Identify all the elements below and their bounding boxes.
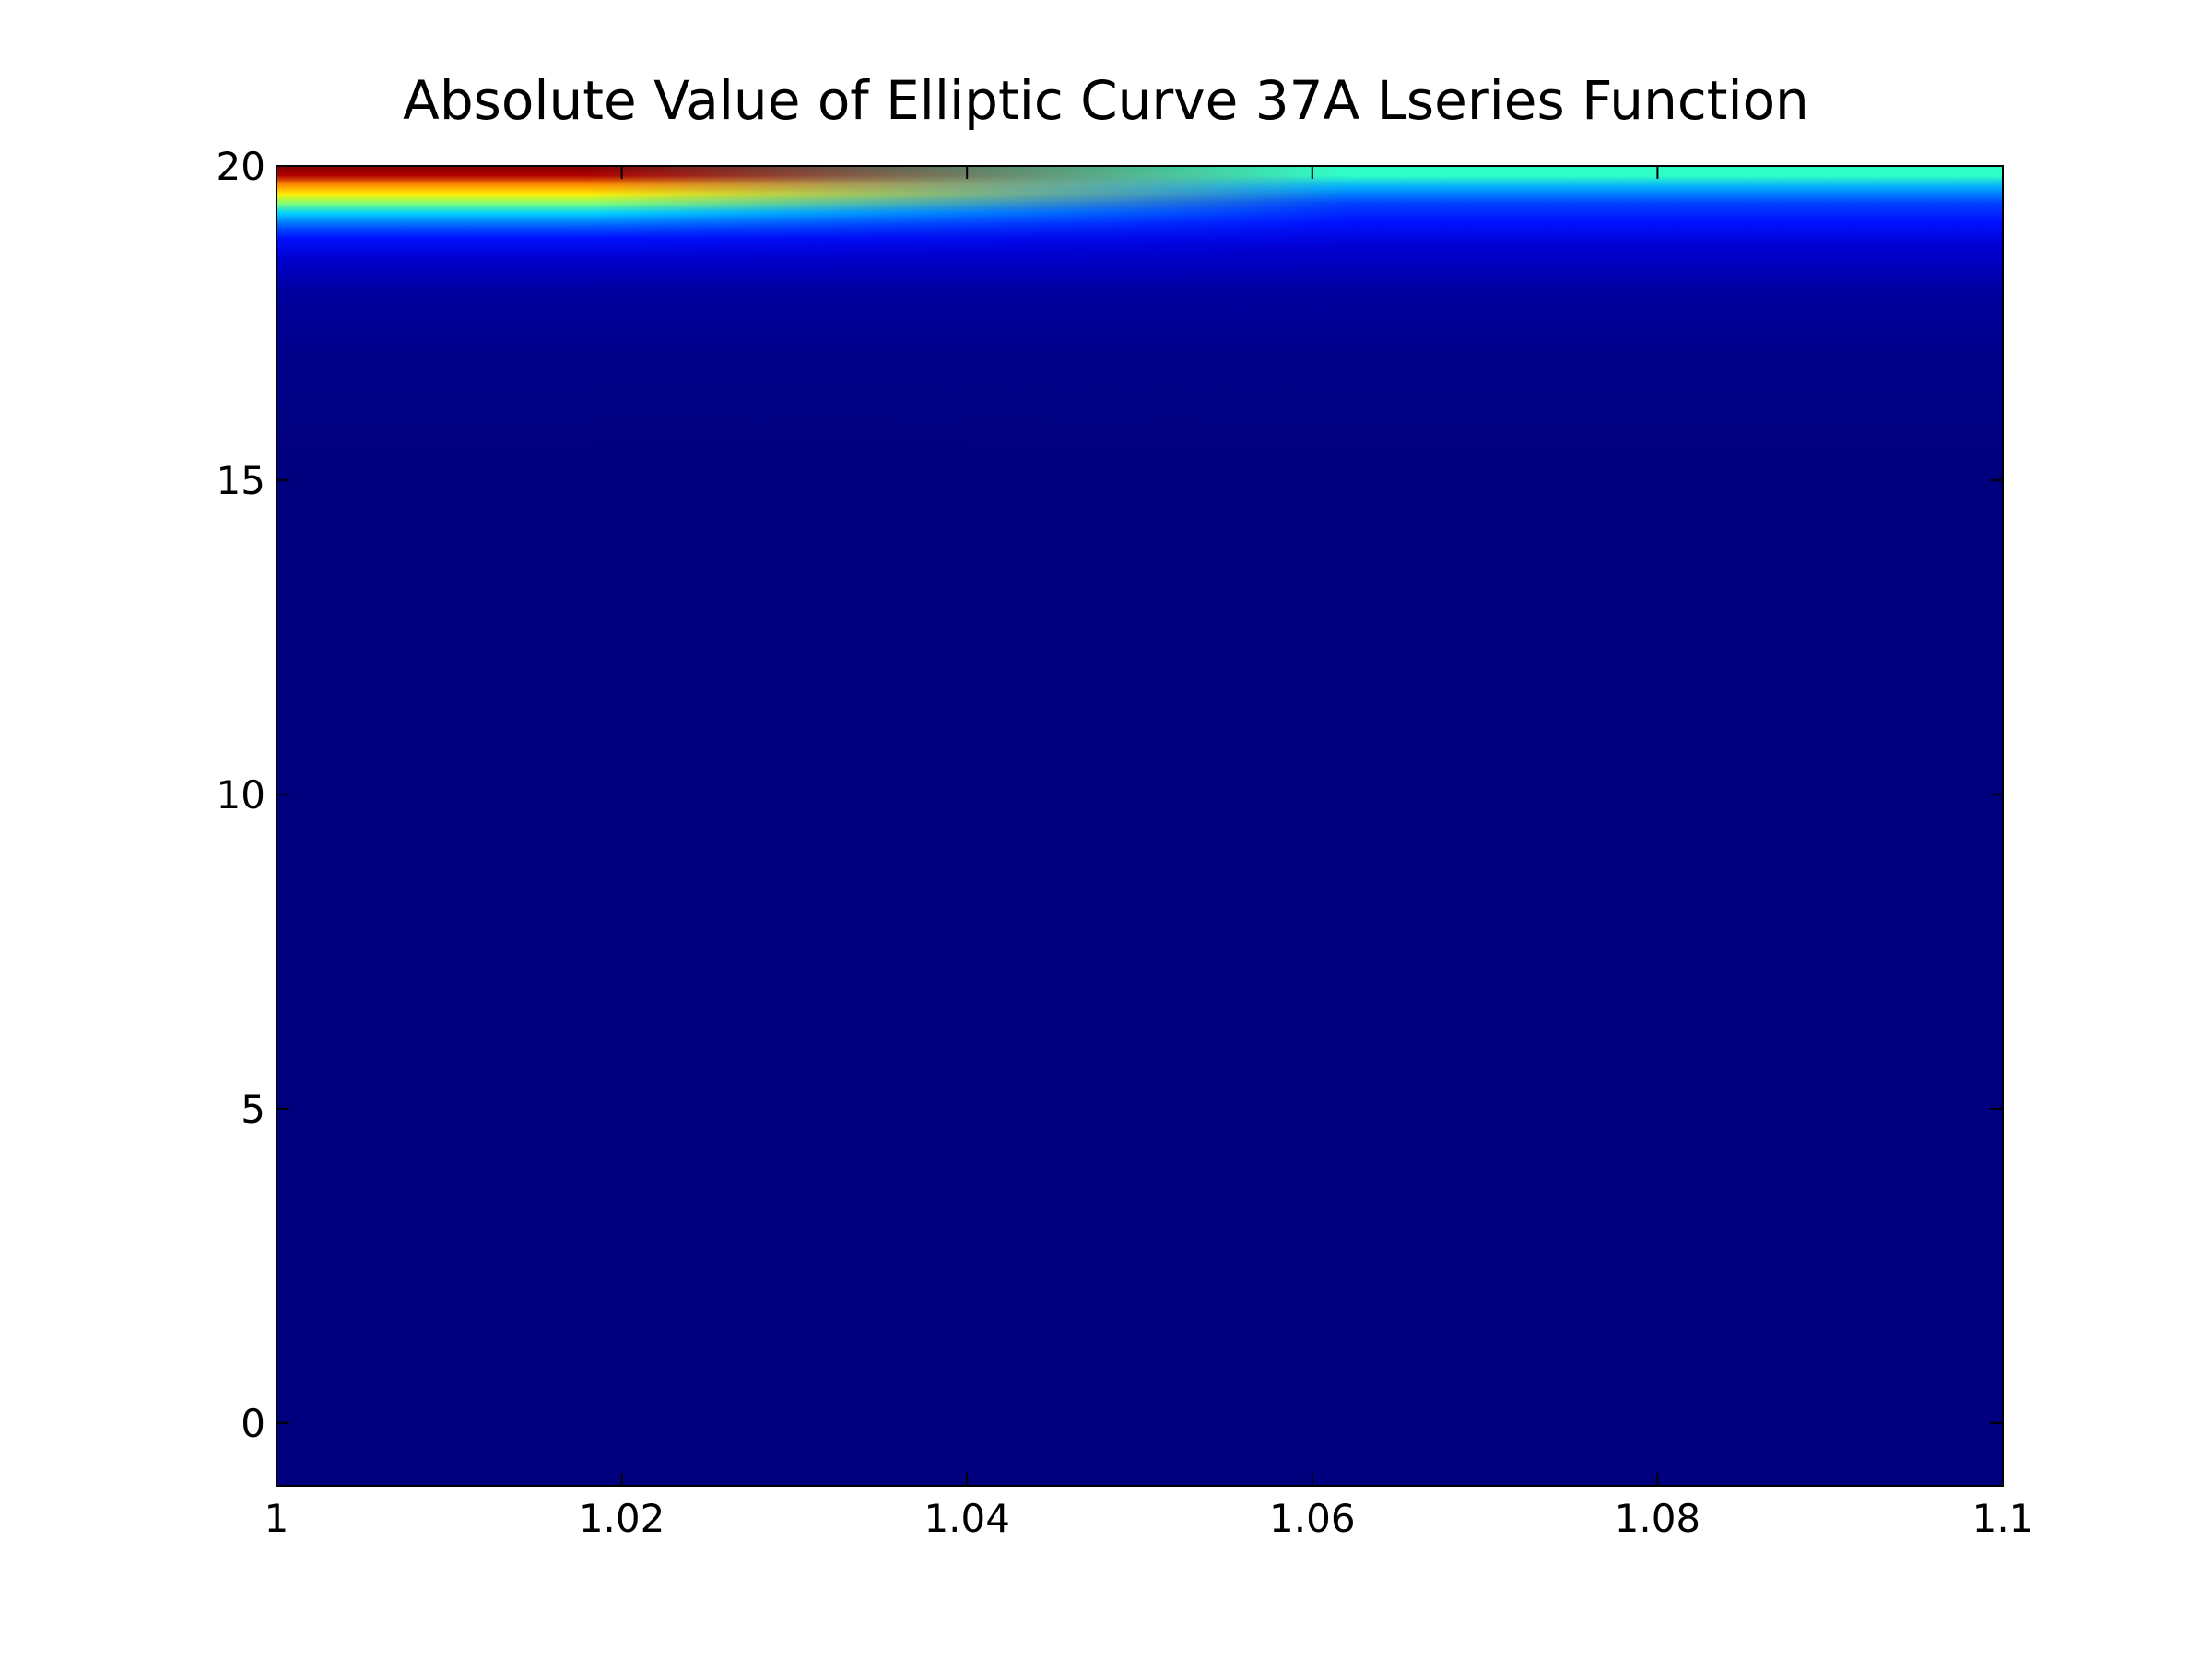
x-tick-label: 1.02: [579, 1496, 665, 1541]
heatmap-layer-right: [276, 166, 2003, 1486]
x-tick-label: 1.08: [1615, 1496, 1701, 1541]
x-tick-label: 1.04: [924, 1496, 1010, 1541]
y-tick-label: 5: [241, 1087, 265, 1132]
x-tick-label: 1.1: [1972, 1496, 2034, 1541]
y-tick-label: 0: [241, 1401, 265, 1446]
plot-area: [276, 166, 2003, 1486]
y-tick-label: 20: [217, 144, 265, 189]
axis-ticks: 1 1.02 1.04 1.06 1.08 1.1 0 5 10 15 20: [217, 144, 2034, 1541]
x-tick-label: 1.06: [1269, 1496, 1356, 1541]
y-tick-label: 15: [217, 458, 265, 503]
chart-title: Absolute Value of Elliptic Curve 37A Lse…: [403, 69, 1809, 132]
plot-frame: [276, 165, 2004, 1487]
x-tick-label: 1: [265, 1496, 289, 1541]
y-tick-label: 10: [217, 772, 265, 818]
